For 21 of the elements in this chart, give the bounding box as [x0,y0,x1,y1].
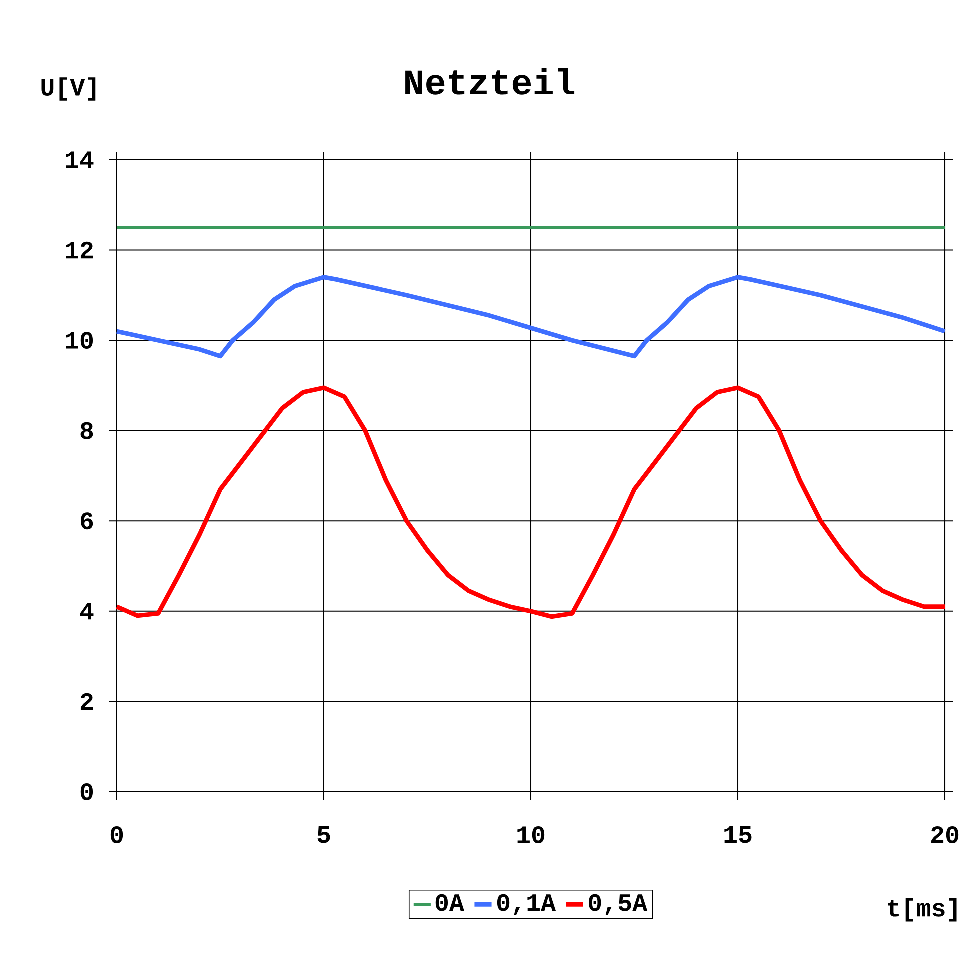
y-tick-label: 6 [80,512,94,530]
line-series [114,275,948,359]
x-axis-title: t[ms] [888,898,957,922]
y-tick-label: 2 [80,693,93,710]
y-axis-title: U[V] [42,78,96,101]
x-tick-label: 0 [110,826,124,844]
y-tick-label: 8 [80,422,94,440]
y-tick-label: 10 [66,332,94,350]
y-tick-label: 4 [80,603,94,620]
legend-label: 0A [436,894,464,912]
x-tick-label: 5 [318,826,330,844]
legend-label: 0,5A [589,894,648,916]
x-tick-label: 20 [932,826,959,844]
y-tick-label: 12 [66,242,93,259]
line-series [114,386,948,620]
x-tick-label: 10 [518,826,545,844]
y-tick-label: 0 [80,784,94,800]
legend-label: 0,1A [497,894,556,916]
y-tick-label: 14 [66,152,94,168]
chart-title: Netzteil [406,68,575,95]
x-tick-label: 15 [724,826,752,844]
